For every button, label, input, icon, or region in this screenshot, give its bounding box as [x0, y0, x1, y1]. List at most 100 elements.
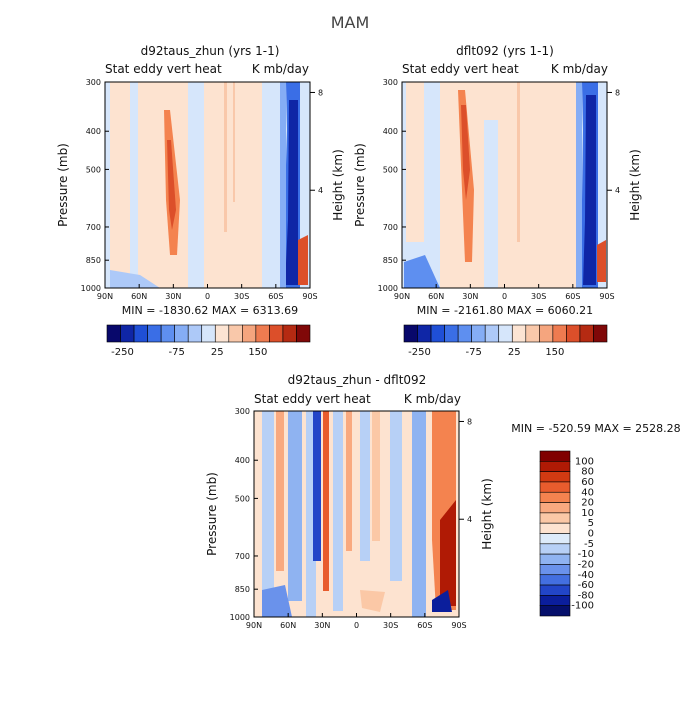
panel-1-x-tick-label: 30N [165, 292, 181, 301]
panel-3-red-column [440, 500, 456, 606]
panel-3-colorbar-label: 100 [575, 456, 594, 467]
panel-3-blue-band-c [306, 411, 316, 617]
panel-1-subtitle-right: K mb/day [252, 62, 309, 76]
panel-2-colorbar-swatch [579, 324, 594, 343]
panel-3-orange-streak [323, 411, 329, 591]
panel-1-x-tick-label: 30S [234, 292, 249, 301]
panel-1-y-tick-label: 850 [86, 256, 101, 265]
panel-2-colorbar-swatch [593, 324, 608, 343]
panel-3-blue-band-b [288, 411, 302, 601]
panel-1-blue-fringe [280, 82, 286, 288]
panel-3-colorbar-label: -5 [584, 539, 594, 550]
panel-3-y-tick-label: 850 [235, 585, 250, 594]
panel-3-colorbar-swatch [539, 553, 571, 565]
panel-2-colorbar-label: 25 [508, 347, 521, 358]
panel-1-colorbar-swatch [174, 324, 189, 343]
panel-2-title: dflt092 (yrs 1-1) [456, 44, 554, 58]
panel-3-surface-orange [360, 590, 385, 612]
panel-2-y-tick-label: 500 [383, 165, 398, 174]
panel-2-x-tick-label: 90S [599, 292, 614, 301]
panel-3-blue-band-a [262, 411, 274, 617]
panel-2-colorbar-label: -250 [408, 347, 431, 358]
panel-3-orange-band-b [346, 411, 352, 551]
panel-3-colorbar-swatch [539, 533, 571, 545]
panel-1-y-tick-label: 700 [86, 223, 101, 232]
panel-3-colorbar-label: -100 [571, 601, 594, 612]
panel-3-y-tick-label: 1000 [230, 613, 250, 622]
panel-3-colorbar-swatch [539, 564, 571, 576]
panel-2-x-tick-label: 60S [565, 292, 580, 301]
panel-1-colorbar-swatch [133, 324, 148, 343]
panel-2-colorbar-swatch [403, 324, 418, 343]
panel-2-colorbar-swatch [471, 324, 486, 343]
panel-3-y2-tick-label: 8 [467, 417, 472, 426]
panel-1-colorbar-swatch [160, 324, 175, 343]
panel-3-x-tick-label: 30S [383, 621, 398, 630]
panel-2-colorbar-swatch [552, 324, 567, 343]
panel-3-x-tick-label: 60N [280, 621, 296, 630]
panel-2-surface-blue [404, 255, 440, 288]
panel-3-orange-band-a [276, 411, 284, 571]
panel-1-subtitle-left: Stat eddy vert heat [105, 62, 222, 76]
panel-1-colorbar-label: -250 [111, 347, 134, 358]
panel-1-colorbar-swatch [106, 324, 121, 343]
panel-3-blue-band-e [360, 411, 370, 561]
panel-1-band-south-blue [262, 82, 278, 288]
panel-3-y2-axis-label: Height (km) [480, 478, 494, 549]
panel-1-colorbar-swatch [282, 324, 297, 343]
panel-2-subtitle-right: K mb/day [551, 62, 608, 76]
panel-3-colorbar-swatch [539, 491, 571, 503]
panel-2-band-north [406, 82, 424, 242]
panel-2-orange-streak-core [461, 105, 470, 200]
panel-3-blue-band-d [333, 411, 343, 611]
panel-2-thin-streak [517, 82, 520, 242]
panel-3-blue-band-g [412, 411, 426, 617]
panel-1-title: d92taus_zhun (yrs 1-1) [141, 44, 280, 58]
panel-3-surface-blue [262, 585, 292, 617]
panel-2-colorbar-swatch [539, 324, 554, 343]
panel-3-orange-band-c [372, 411, 380, 541]
panel-3-y-tick-label: 700 [235, 552, 250, 561]
panel-3-colorbar-swatch [539, 481, 571, 493]
panel-3-x-tick-label: 0 [354, 621, 359, 630]
panel-3-x-tick-label: 30N [314, 621, 330, 630]
panel-2-stats: MIN = -2161.80 MAX = 6060.21 [417, 304, 593, 317]
panel-1-y-tick-label: 400 [86, 127, 101, 136]
panel-3-y2-tick-label: 4 [467, 515, 472, 524]
panel-1-x-tick-label: 60N [131, 292, 147, 301]
panel-2-blue-column-core [583, 95, 596, 285]
panel-1-colorbar-swatch [214, 324, 230, 343]
panel-1-colorbar-label: 150 [248, 347, 267, 358]
panel-1-y-axis-label: Pressure (mb) [56, 143, 70, 227]
panel-3-colorbar-label: 0 [588, 529, 594, 540]
panel-1-x-tick-label: 90N [97, 292, 113, 301]
panel-2-y2-tick-label: 8 [615, 88, 620, 97]
panel-3-plot-area [254, 411, 459, 617]
panel-3-colorbar-swatch [539, 502, 571, 514]
panel-2-colorbar-swatch [457, 324, 472, 343]
panel-3-blue-streak [313, 411, 321, 561]
panel-1-blue-column-core [285, 100, 298, 285]
panel-1-x-tick-label: 90S [302, 292, 317, 301]
panel-1-axes: 90N 60N 30N 0 30S 60S 90S 300 400 500 700 850 1000 8 4… [56, 78, 345, 301]
panel-3-colorbar-label: -10 [578, 549, 594, 560]
panel-1-band-tropics [138, 82, 278, 288]
panel-1: d92taus_zhun (yrs 1-1) Stat eddy vert he… [56, 44, 345, 358]
panel-3-colorbar-label: 40 [581, 487, 594, 498]
panel-3-colorbar-label: 5 [588, 518, 594, 529]
panel-2-axes: 90N 60N 30N 0 30S 60S 90S 300 400 500 700 850 1000 8 4… [353, 78, 642, 301]
panel-2-colorbar-swatch [498, 324, 513, 343]
panel-1-orange-streak-core [167, 140, 176, 230]
panel-1-thin-streak-1 [224, 82, 227, 232]
panel-3-colorbar-swatch [539, 595, 571, 606]
panel-2-y-tick-label: 1000 [378, 284, 398, 293]
panel-3-colorbar-label: 80 [581, 467, 594, 478]
panel-1-band-mid-blue [188, 82, 204, 288]
panel-3-colorbar-swatch [539, 471, 571, 483]
panel-1-colorbar: -250 -75 25 150 [106, 324, 311, 358]
panel-3-colorbar-swatch [539, 543, 571, 555]
panel-3-y-axis-label: Pressure (mb) [205, 472, 219, 556]
panel-3-stats: MIN = -520.59 MAX = 2528.28 [511, 422, 680, 435]
panel-3-colorbar-label: 10 [581, 508, 594, 519]
